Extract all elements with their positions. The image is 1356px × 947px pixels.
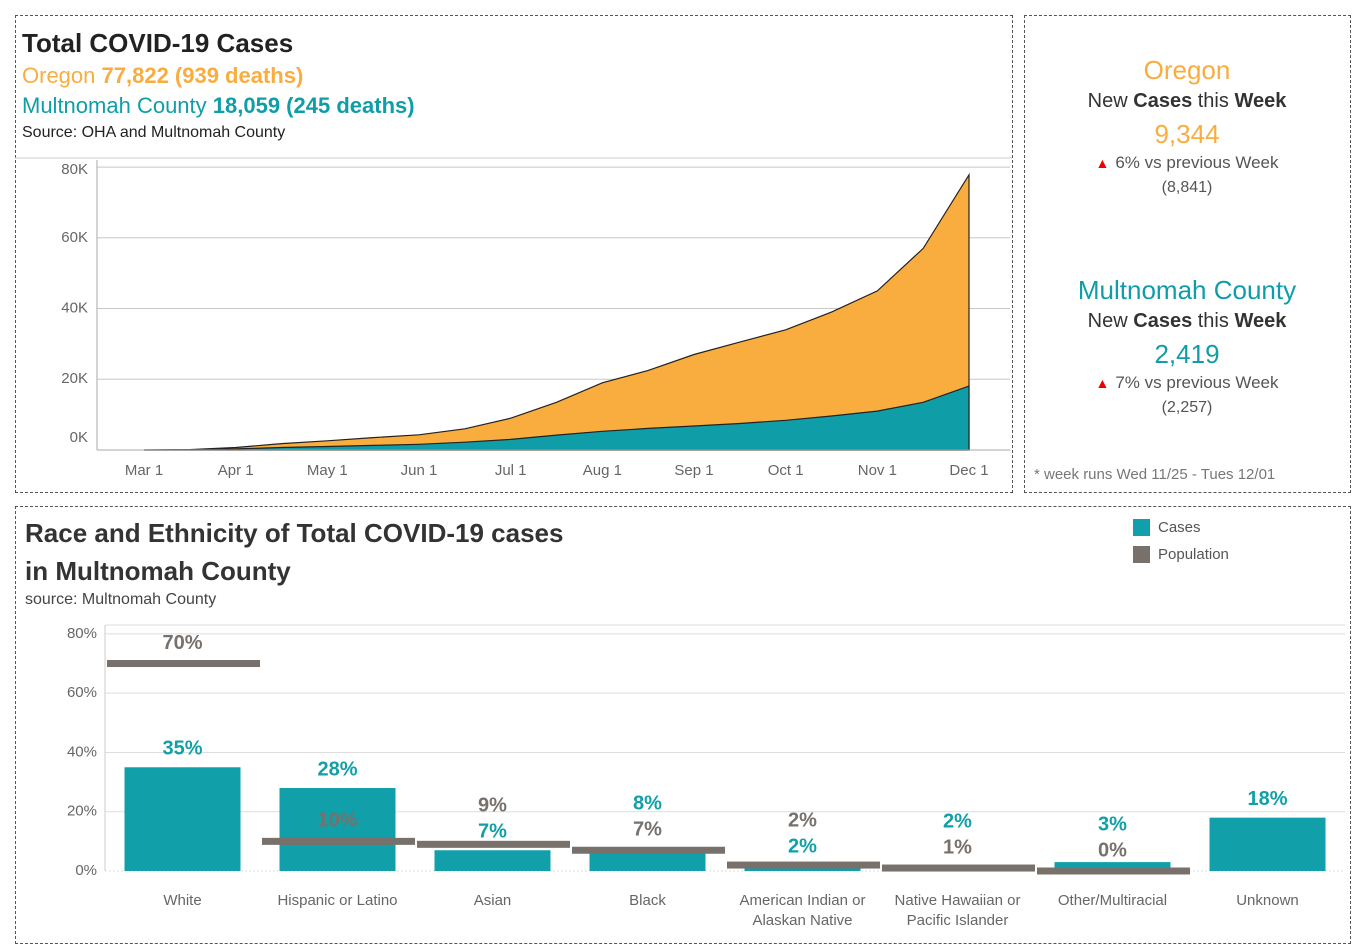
kpi-region: Multnomah County <box>1077 275 1297 305</box>
case-label: 2% <box>943 810 972 832</box>
chart-title: Race and Ethnicity of Total COVID-19 cas… <box>25 518 564 586</box>
population-marker <box>417 840 570 848</box>
series-name: Multnomah County <box>22 93 207 118</box>
population-label: 1% <box>943 836 972 858</box>
kpi-label: New Cases this Week <box>1087 90 1287 112</box>
x-tick-label: Unknown <box>1236 892 1299 909</box>
x-tick-label: Black <box>629 892 666 909</box>
case-label: 35% <box>162 738 202 760</box>
case-label: 8% <box>633 793 662 815</box>
case-bar <box>124 767 241 871</box>
series-summary: 18,059 (245 deaths) <box>212 93 415 118</box>
x-tick-label: Mar 1 <box>125 462 163 479</box>
kpi-value: 2,419 <box>1154 339 1220 369</box>
race-panel <box>15 506 1351 944</box>
chart-title: Total COVID-19 Cases <box>22 28 294 58</box>
x-tick-label: Sep 1 <box>674 462 713 479</box>
case-bar <box>434 850 551 871</box>
x-tick-label: May 1 <box>307 462 348 479</box>
y-tick-label: 20K <box>61 370 88 387</box>
kpi-change: ▲ 6% vs previous Week <box>1095 153 1278 173</box>
y-tick-label: 80% <box>67 625 97 642</box>
x-tick-label: Apr 1 <box>218 462 254 479</box>
series-name: Oregon <box>22 63 96 88</box>
population-marker <box>262 837 415 845</box>
kpi-change-text: 7% vs previous Week <box>1115 373 1279 392</box>
case-bar <box>279 788 396 871</box>
legend-label: Cases <box>1158 519 1201 536</box>
population-label: 9% <box>478 795 507 817</box>
population-label: 70% <box>162 632 202 654</box>
y-tick-label: 60K <box>61 229 88 246</box>
x-tick-label: Hispanic or Latino <box>277 892 398 909</box>
x-tick-label: Jul 1 <box>495 462 527 479</box>
summary-line: Oregon 77,822 (939 deaths) <box>22 63 303 89</box>
area <box>143 172 970 451</box>
x-tick-label: American Indian or Alaskan Native <box>739 892 866 929</box>
y-tick-label: 60% <box>67 684 97 701</box>
case-bar <box>1209 817 1326 871</box>
kpi-previous: (8,841) <box>1161 179 1213 196</box>
cases-panel <box>15 15 1013 493</box>
population-label: 7% <box>633 819 662 841</box>
case-label: 2% <box>788 835 817 857</box>
chart-source: Source: OHA and Multnomah County <box>22 124 286 141</box>
population-label: 2% <box>788 809 817 831</box>
y-tick-label: 40% <box>67 743 97 760</box>
up-arrow: ▲ <box>1095 155 1110 171</box>
kpi-footnote: * week runs Wed 11/25 - Tues 12/01 <box>1034 466 1276 483</box>
x-tick-label: Jun 1 <box>401 462 438 479</box>
x-tick-label: Native Hawaiian or Pacific Islander <box>894 892 1021 929</box>
x-tick-label: Nov 1 <box>858 462 897 479</box>
up-arrow: ▲ <box>1095 375 1110 391</box>
x-tick-label: Aug 1 <box>583 462 622 479</box>
case-label: 28% <box>317 758 357 780</box>
x-tick-label: Dec 1 <box>949 462 988 479</box>
population-label: 0% <box>1098 839 1127 861</box>
legend-swatch <box>1133 546 1150 563</box>
kpi-value: 9,344 <box>1154 119 1220 149</box>
y-tick-label: 20% <box>67 803 97 820</box>
chart-source: source: Multnomah County <box>25 591 217 608</box>
legend-label: Population <box>1158 546 1229 563</box>
x-tick-label: White <box>163 892 202 909</box>
x-tick-label: Oct 1 <box>768 462 804 479</box>
y-tick-label: 80K <box>61 161 88 178</box>
kpi-change-text: 6% vs previous Week <box>1115 153 1279 172</box>
case-label: 3% <box>1098 813 1127 835</box>
y-tick-label: 40K <box>61 300 88 317</box>
kpi-previous: (2,257) <box>1161 399 1213 416</box>
case-label: 18% <box>1247 788 1287 810</box>
series-summary: 77,822 (939 deaths) <box>101 63 304 88</box>
y-tick-label: 0K <box>70 429 88 446</box>
population-label: 10% <box>317 810 357 832</box>
kpi-label: New Cases this Week <box>1087 310 1287 332</box>
kpi-panel <box>1024 15 1351 493</box>
area <box>143 385 970 451</box>
case-bar <box>1054 862 1171 871</box>
population-marker <box>572 846 725 854</box>
kpi-region: Oregon <box>1143 55 1231 85</box>
population-marker <box>1037 867 1190 875</box>
y-tick-label: 0% <box>75 862 97 879</box>
kpi-change: ▲ 7% vs previous Week <box>1095 373 1278 393</box>
x-tick-label: Other/Multiracial <box>1057 892 1168 909</box>
population-marker <box>882 864 1035 872</box>
population-marker <box>727 861 880 869</box>
legend-swatch <box>1133 519 1150 536</box>
population-marker <box>107 660 260 668</box>
case-label: 7% <box>478 821 507 843</box>
x-tick-label: Asian <box>473 892 512 909</box>
summary-line: Multnomah County 18,059 (245 deaths) <box>22 93 415 119</box>
